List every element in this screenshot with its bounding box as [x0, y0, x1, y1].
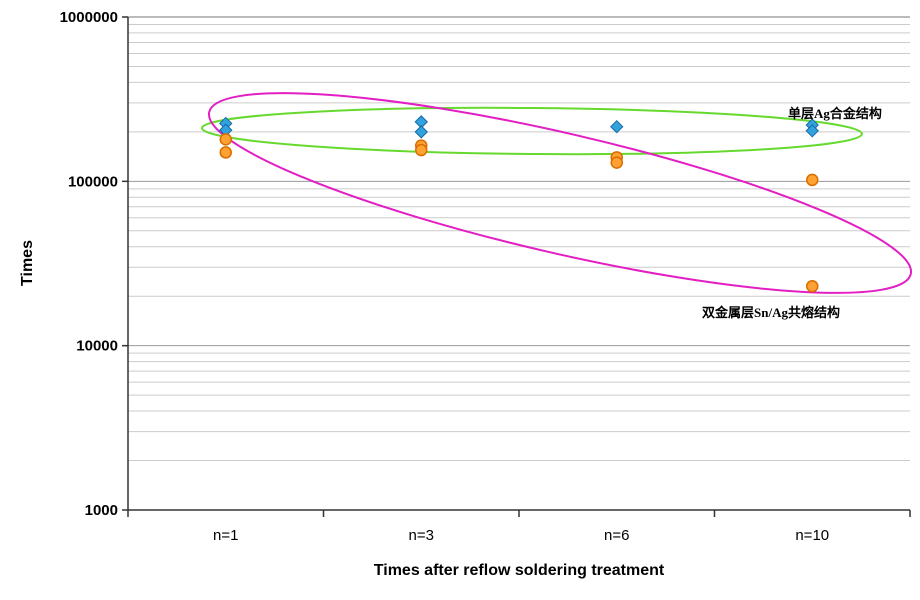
- x-tick-label: n=10: [795, 527, 829, 544]
- data-point-circle: [806, 279, 819, 293]
- data-point-circle: [219, 133, 232, 146]
- data-point-diamond: [805, 124, 819, 138]
- y-tick-label: 1000: [85, 502, 118, 519]
- data-point-circle: [219, 146, 232, 159]
- x-tick-label: n=6: [604, 527, 629, 544]
- highlight-ellipse: [207, 92, 913, 294]
- x-axis-title: Times after reflow soldering treatment: [373, 562, 665, 579]
- annotation-label: 双金属层Sn/Ag共熔结构: [702, 305, 840, 320]
- data-point-diamond: [414, 125, 428, 139]
- x-tick-label: n=1: [213, 527, 238, 544]
- y-tick-label: 1000000: [60, 9, 118, 26]
- data-point-diamond: [610, 119, 624, 134]
- y-axis-title: Times: [19, 240, 36, 286]
- data-point-circle: [610, 156, 623, 169]
- x-tick-label: n=3: [409, 527, 434, 544]
- highlight-ellipse: [201, 106, 863, 156]
- y-tick-label: 100000: [68, 173, 118, 190]
- data-point-circle: [415, 143, 428, 157]
- annotation-label: 单层Ag合金结构: [788, 106, 882, 121]
- data-point-circle: [806, 173, 819, 187]
- y-tick-label: 10000: [76, 338, 118, 355]
